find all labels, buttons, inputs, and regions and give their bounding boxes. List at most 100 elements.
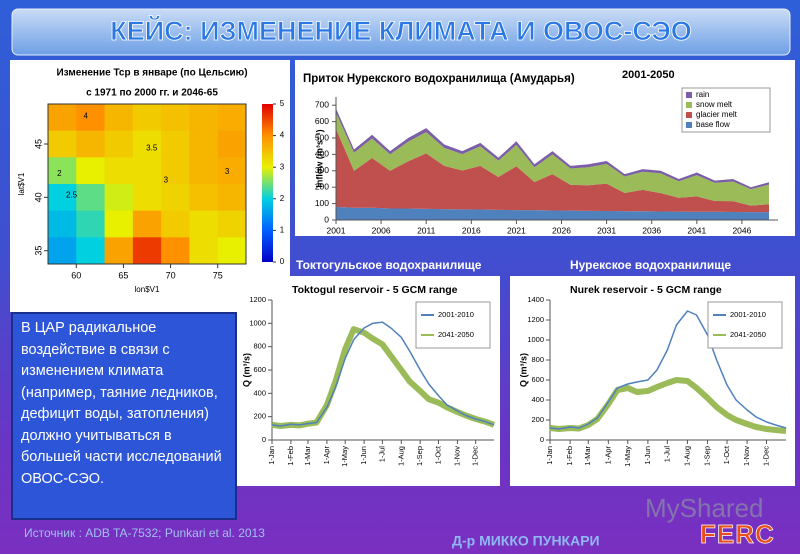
heat-cell [217,104,247,132]
y-axis-label: Inflow (m³s⁻¹) [314,129,324,187]
y-tick-label: 1200 [527,315,544,324]
y-tick-label: 500 [315,132,329,142]
y-tick-label: 400 [315,149,329,159]
heat-cell [76,237,106,265]
heat-cell [48,130,77,158]
x-tick-label: 1-Dec [762,446,771,466]
x-tick-label: 1-Mar [303,446,312,466]
contour-label: 2.5 [66,190,78,199]
x-tick-label: 2031 [597,225,616,235]
x-tick-label: 2011 [417,225,436,235]
x-tick-label: 1-Aug [396,446,405,466]
legend-swatch [686,102,692,108]
colorbar-tick-label: 5 [280,99,285,108]
x-tick-label: 1-Jul [377,446,386,463]
y-tick-label: 1200 [249,295,266,304]
x-tick-label: 2021 [507,225,526,235]
x-tick-label: 60 [71,270,81,280]
line [271,321,495,427]
y-axis-label: Q (m³/s) [241,353,251,387]
legend-box [707,301,783,349]
logo: FERC [700,519,775,549]
heat-cell [104,237,134,265]
x-tick-label: 1-Jul [662,446,671,463]
area [336,112,769,206]
heat-cell [76,130,106,158]
y-tick-label: 600 [531,375,544,384]
heat-cell [161,184,190,212]
author: Д-р МИККО ПУНКАРИ [452,533,600,549]
x-tick-label: 1-Oct [433,445,442,464]
body-text: В ЦАР радикальное воздействие в связи с … [11,312,237,520]
heat-cell [189,104,219,132]
y-tick-label: 800 [531,355,544,364]
y-tick-label: 800 [253,342,266,351]
x-tick-label: 2006 [372,225,391,235]
x-tick-label: 1-Mar [583,446,592,466]
legend-swatch [686,112,692,118]
x-tick-label: 2036 [642,225,661,235]
y-tick-label: 700 [315,99,329,109]
legend-label: 2041-2050 [438,330,474,339]
legend-box [681,87,771,133]
y-tick-label: 200 [253,412,266,421]
panel-label: Нурекское водохранилище [570,258,731,272]
heat-cell [189,237,219,265]
heat-cell [189,157,219,185]
x-tick-label: 1-Jun [643,446,652,465]
heat-cell [132,157,162,185]
y-tick-label: 35 [33,246,43,256]
y-tick-label: 300 [315,165,329,175]
contour-label: 3.5 [146,143,158,152]
x-tick-label: 1-Dec [471,446,480,466]
x-tick-label: 1-May [340,446,349,467]
y-tick-label: 1400 [527,295,544,304]
heat-cell [217,210,247,238]
x-tick-label: 2001 [327,225,346,235]
heat-cell [189,184,219,212]
legend-label: 2001-2010 [730,310,766,319]
x-tick-label: 1-Feb [565,446,574,466]
heat-cell [217,130,247,158]
x-tick-label: 2026 [552,225,571,235]
y-axis-label: lat$V1 [17,172,26,195]
legend-swatch [686,122,692,128]
chart-title: Приток Нурекского водохранилища (Амударь… [303,73,575,85]
heat-cell [104,130,134,158]
legend-swatch [686,92,692,98]
heat-cell [48,237,77,265]
heat-cell [161,157,190,185]
legend-label: 2041-2050 [730,330,766,339]
y-tick-label: 40 [33,192,43,202]
x-tick-label: 65 [118,270,128,280]
line [549,377,787,434]
y-tick-label: 200 [531,415,544,424]
x-tick-label: 2016 [462,225,481,235]
x-tick-label: 1-Apr [322,446,331,465]
y-tick-label: 0 [324,214,329,224]
heat-cell [104,104,134,132]
heat-cell [104,184,134,212]
heat-cell [48,104,77,132]
heat-cell [76,157,106,185]
heat-cell [217,237,247,265]
legend-label: rain [696,90,709,99]
x-tick-label: 2041 [687,225,706,235]
y-tick-label: 200 [315,181,329,191]
contour-label: 3 [225,167,230,176]
y-tick-label: 1000 [527,335,544,344]
slide-title: КЕЙС: ИЗМЕНЕНИЕ КЛИМАТА И ОВОС-СЭО [110,15,691,46]
x-tick-label: 1-Aug [682,446,691,466]
legend-label: snow melt [696,100,733,109]
heat-cell [132,237,162,265]
heat-cell [161,210,190,238]
heat-cell [132,210,162,238]
heat-cell [161,104,190,132]
legend-label: 2001-2010 [438,310,474,319]
y-tick-label: 0 [262,435,266,444]
chart-title: Изменение Тср в январе (по Цельсию) [56,68,247,79]
x-tick-label: 1-Nov [452,446,461,466]
contour-label: 3 [164,175,169,184]
contour-label: 4 [83,111,88,120]
colorbar-tick-label: 2 [280,194,285,203]
